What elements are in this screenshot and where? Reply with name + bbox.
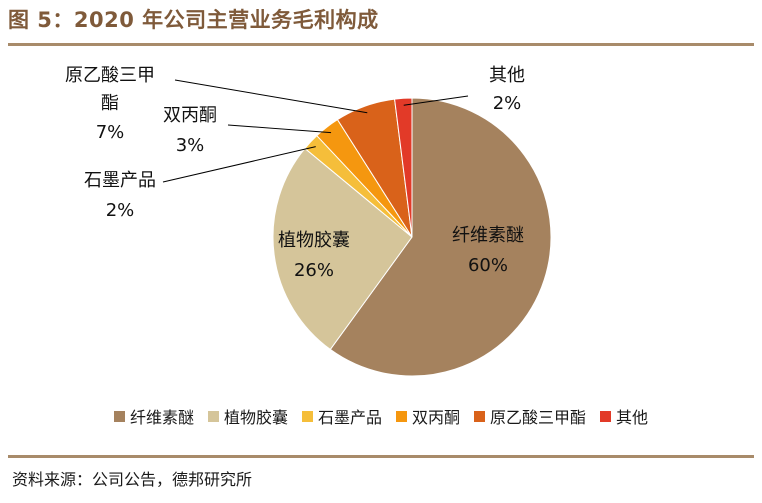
legend-item-4: 双丙酮 <box>396 404 460 428</box>
legend-swatch <box>474 410 486 422</box>
legend-swatch <box>207 410 219 422</box>
slice-5-leader-line <box>174 79 368 114</box>
slice-1-name-label: 纤维素醚 <box>452 225 524 246</box>
slice-4-value-label: 3% <box>176 135 205 156</box>
legend-label: 石墨产品 <box>317 408 382 427</box>
legend-item-2: 植物胶囊 <box>207 404 288 428</box>
slice-4-name-label: 双丙酮 <box>163 105 217 126</box>
slice-3-name-label: 石墨产品 <box>84 170 156 191</box>
bottom-divider <box>8 455 754 458</box>
legend-label: 纤维素醚 <box>129 408 194 427</box>
legend-swatch <box>600 410 612 422</box>
legend-item-5: 原乙酸三甲酯 <box>474 404 586 428</box>
slice-4-leader-line <box>227 124 332 134</box>
slice-2-wedge <box>272 147 413 351</box>
chart-title: 图 5：2020 年公司主营业务毛利构成 <box>8 8 379 32</box>
slice-6-leader-line <box>403 95 469 106</box>
legend-item-3: 石墨产品 <box>301 404 382 428</box>
slice-1-wedge <box>329 97 552 377</box>
legend-swatch <box>113 410 125 422</box>
slice-2-value-label: 26% <box>294 260 334 281</box>
legend-item-1: 纤维素醚 <box>113 404 194 428</box>
legend-label: 其他 <box>616 408 649 427</box>
slice-3-value-label: 2% <box>106 200 135 221</box>
legend-item-6: 其他 <box>600 404 648 428</box>
slice-1-value-label: 60% <box>468 255 508 276</box>
legend-swatch <box>301 410 313 422</box>
legend-label: 植物胶囊 <box>223 408 288 427</box>
slice-6-name-label: 其他 <box>489 65 525 86</box>
pie-chart: 纤维素醚 60% 植物胶囊 26% 石墨产品 2% 双丙酮 3% 原乙酸三甲酯 7% 其他 2% <box>65 65 552 377</box>
slice-5-name-label: 酯 <box>101 93 119 114</box>
slice-5-value-label: 7% <box>96 122 125 143</box>
chart-legend: 纤维素醚 植物胶囊 石墨产品 双丙酮 原乙酸三甲酯 其他 <box>0 404 762 428</box>
legend-label: 原乙酸三甲酯 <box>490 408 587 427</box>
slice-3-leader-line <box>162 146 316 183</box>
slice-6-wedge <box>394 97 413 238</box>
legend-label: 双丙酮 <box>412 408 461 427</box>
source-note: 资料来源：公司公告，德邦研究所 <box>12 470 253 489</box>
top-divider <box>8 43 754 46</box>
slice-5-name-label: 原乙酸三甲 <box>65 65 155 86</box>
slice-2-name-label: 植物胶囊 <box>278 230 350 251</box>
legend-swatch <box>396 410 407 422</box>
slice-6-value-label: 2% <box>493 93 522 114</box>
